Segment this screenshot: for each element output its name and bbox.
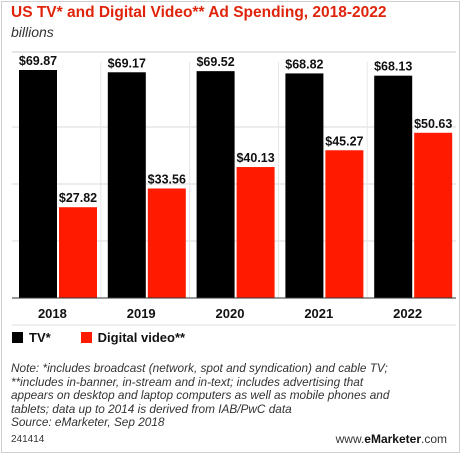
bar-chart: $69.87 $27.82 2018 $69.17 $33.56 2019 $69.52 $4…: [12, 51, 456, 326]
bar-tv-2021: [285, 73, 324, 298]
legend: TV* Digital video**: [12, 330, 215, 345]
note-line: appears on desktop and laptop computers …: [11, 388, 390, 403]
x-tick-label-2020: 2020: [216, 306, 245, 321]
bar-digital-video-2021: [325, 150, 364, 298]
brand-name: eMarketer: [364, 432, 421, 446]
data-label-tv-2018: $69.87: [19, 54, 57, 68]
chart-subtitle: billions: [11, 24, 54, 40]
note-line: tablets; data up to 2014 is derived from…: [11, 401, 292, 416]
bar-digital-video-2019: [147, 188, 186, 298]
note-line: Source: eMarketer, Sep 2018: [11, 415, 165, 430]
data-label-digital-video-2019: $33.56: [148, 172, 186, 186]
bar-digital-video-2018: [59, 207, 97, 298]
brand-link[interactable]: www.eMarketer.com: [336, 432, 447, 446]
note-line: **includes in-banner, in-stream and in-t…: [11, 374, 364, 389]
chart-title: US TV* and Digital Video** Ad Spending, …: [11, 4, 387, 21]
data-label-digital-video-2018: $27.82: [59, 191, 97, 205]
legend-swatch-digital-video: [80, 332, 92, 343]
data-label-digital-video-2021: $45.27: [325, 134, 363, 148]
data-label-digital-video-2020: $40.13: [236, 151, 274, 165]
bar-digital-video-2020: [236, 167, 275, 298]
x-tick-label-2019: 2019: [127, 306, 156, 321]
legend-item-digital-video: Digital video**: [80, 330, 186, 345]
brand-suffix: .com: [420, 432, 447, 446]
source-note: Note: *includes broadcast (network, spot…: [11, 361, 451, 430]
note-line: Note: *includes broadcast (network, spot…: [11, 361, 388, 375]
legend-label-tv: TV*: [29, 330, 51, 345]
bar-tv-2020: [196, 71, 235, 298]
legend-swatch-tv: [12, 332, 23, 343]
chart-id: 241414: [11, 434, 45, 445]
data-label-tv-2020: $69.52: [196, 55, 234, 69]
bar-tv-2019: [107, 72, 146, 298]
x-tick-label-2021: 2021: [304, 306, 333, 321]
x-tick-label-2022: 2022: [393, 306, 422, 321]
legend-label-digital-video: Digital video**: [97, 330, 186, 345]
data-label-tv-2019: $69.17: [108, 56, 146, 70]
legend-item-tv: TV*: [12, 330, 51, 345]
bar-tv-2018: [19, 70, 57, 298]
x-tick-label-2018: 2018: [38, 306, 67, 321]
bar-tv-2022: [374, 75, 413, 298]
data-label-digital-video-2022: $50.63: [414, 117, 452, 131]
brand-prefix: www.: [335, 432, 365, 446]
data-label-tv-2022: $68.13: [374, 60, 412, 74]
bar-digital-video-2022: [414, 132, 453, 298]
data-label-tv-2021: $68.82: [285, 57, 323, 71]
